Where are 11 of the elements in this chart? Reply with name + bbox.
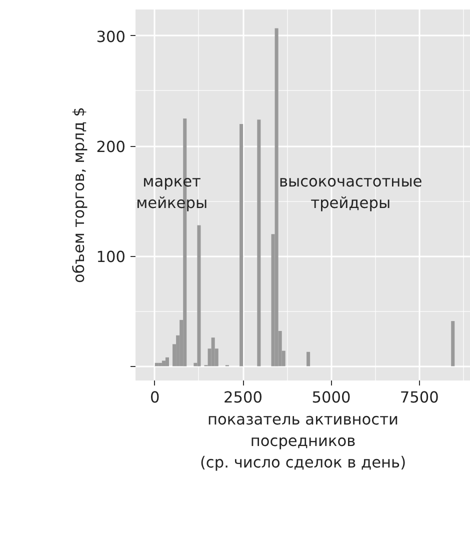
x-tick-label: 5000 [312,388,351,406]
x-tick-label: 7500 [400,388,439,406]
annotation: высокочастотные трейдеры [278,172,422,212]
y-tick-label: 200 [96,138,126,156]
x-tick-label: 2500 [224,388,263,406]
x-tick-label: 0 [150,388,160,406]
annotation: маркет мейкеры [136,172,208,212]
y-tick-label: 300 [96,28,126,46]
y-axis-title: объем торгов, мрлд $ [70,106,88,284]
y-tick-label: 100 [96,248,126,266]
x-axis-title: показатель активности посредников (ср. число сделок в день) [200,410,406,472]
